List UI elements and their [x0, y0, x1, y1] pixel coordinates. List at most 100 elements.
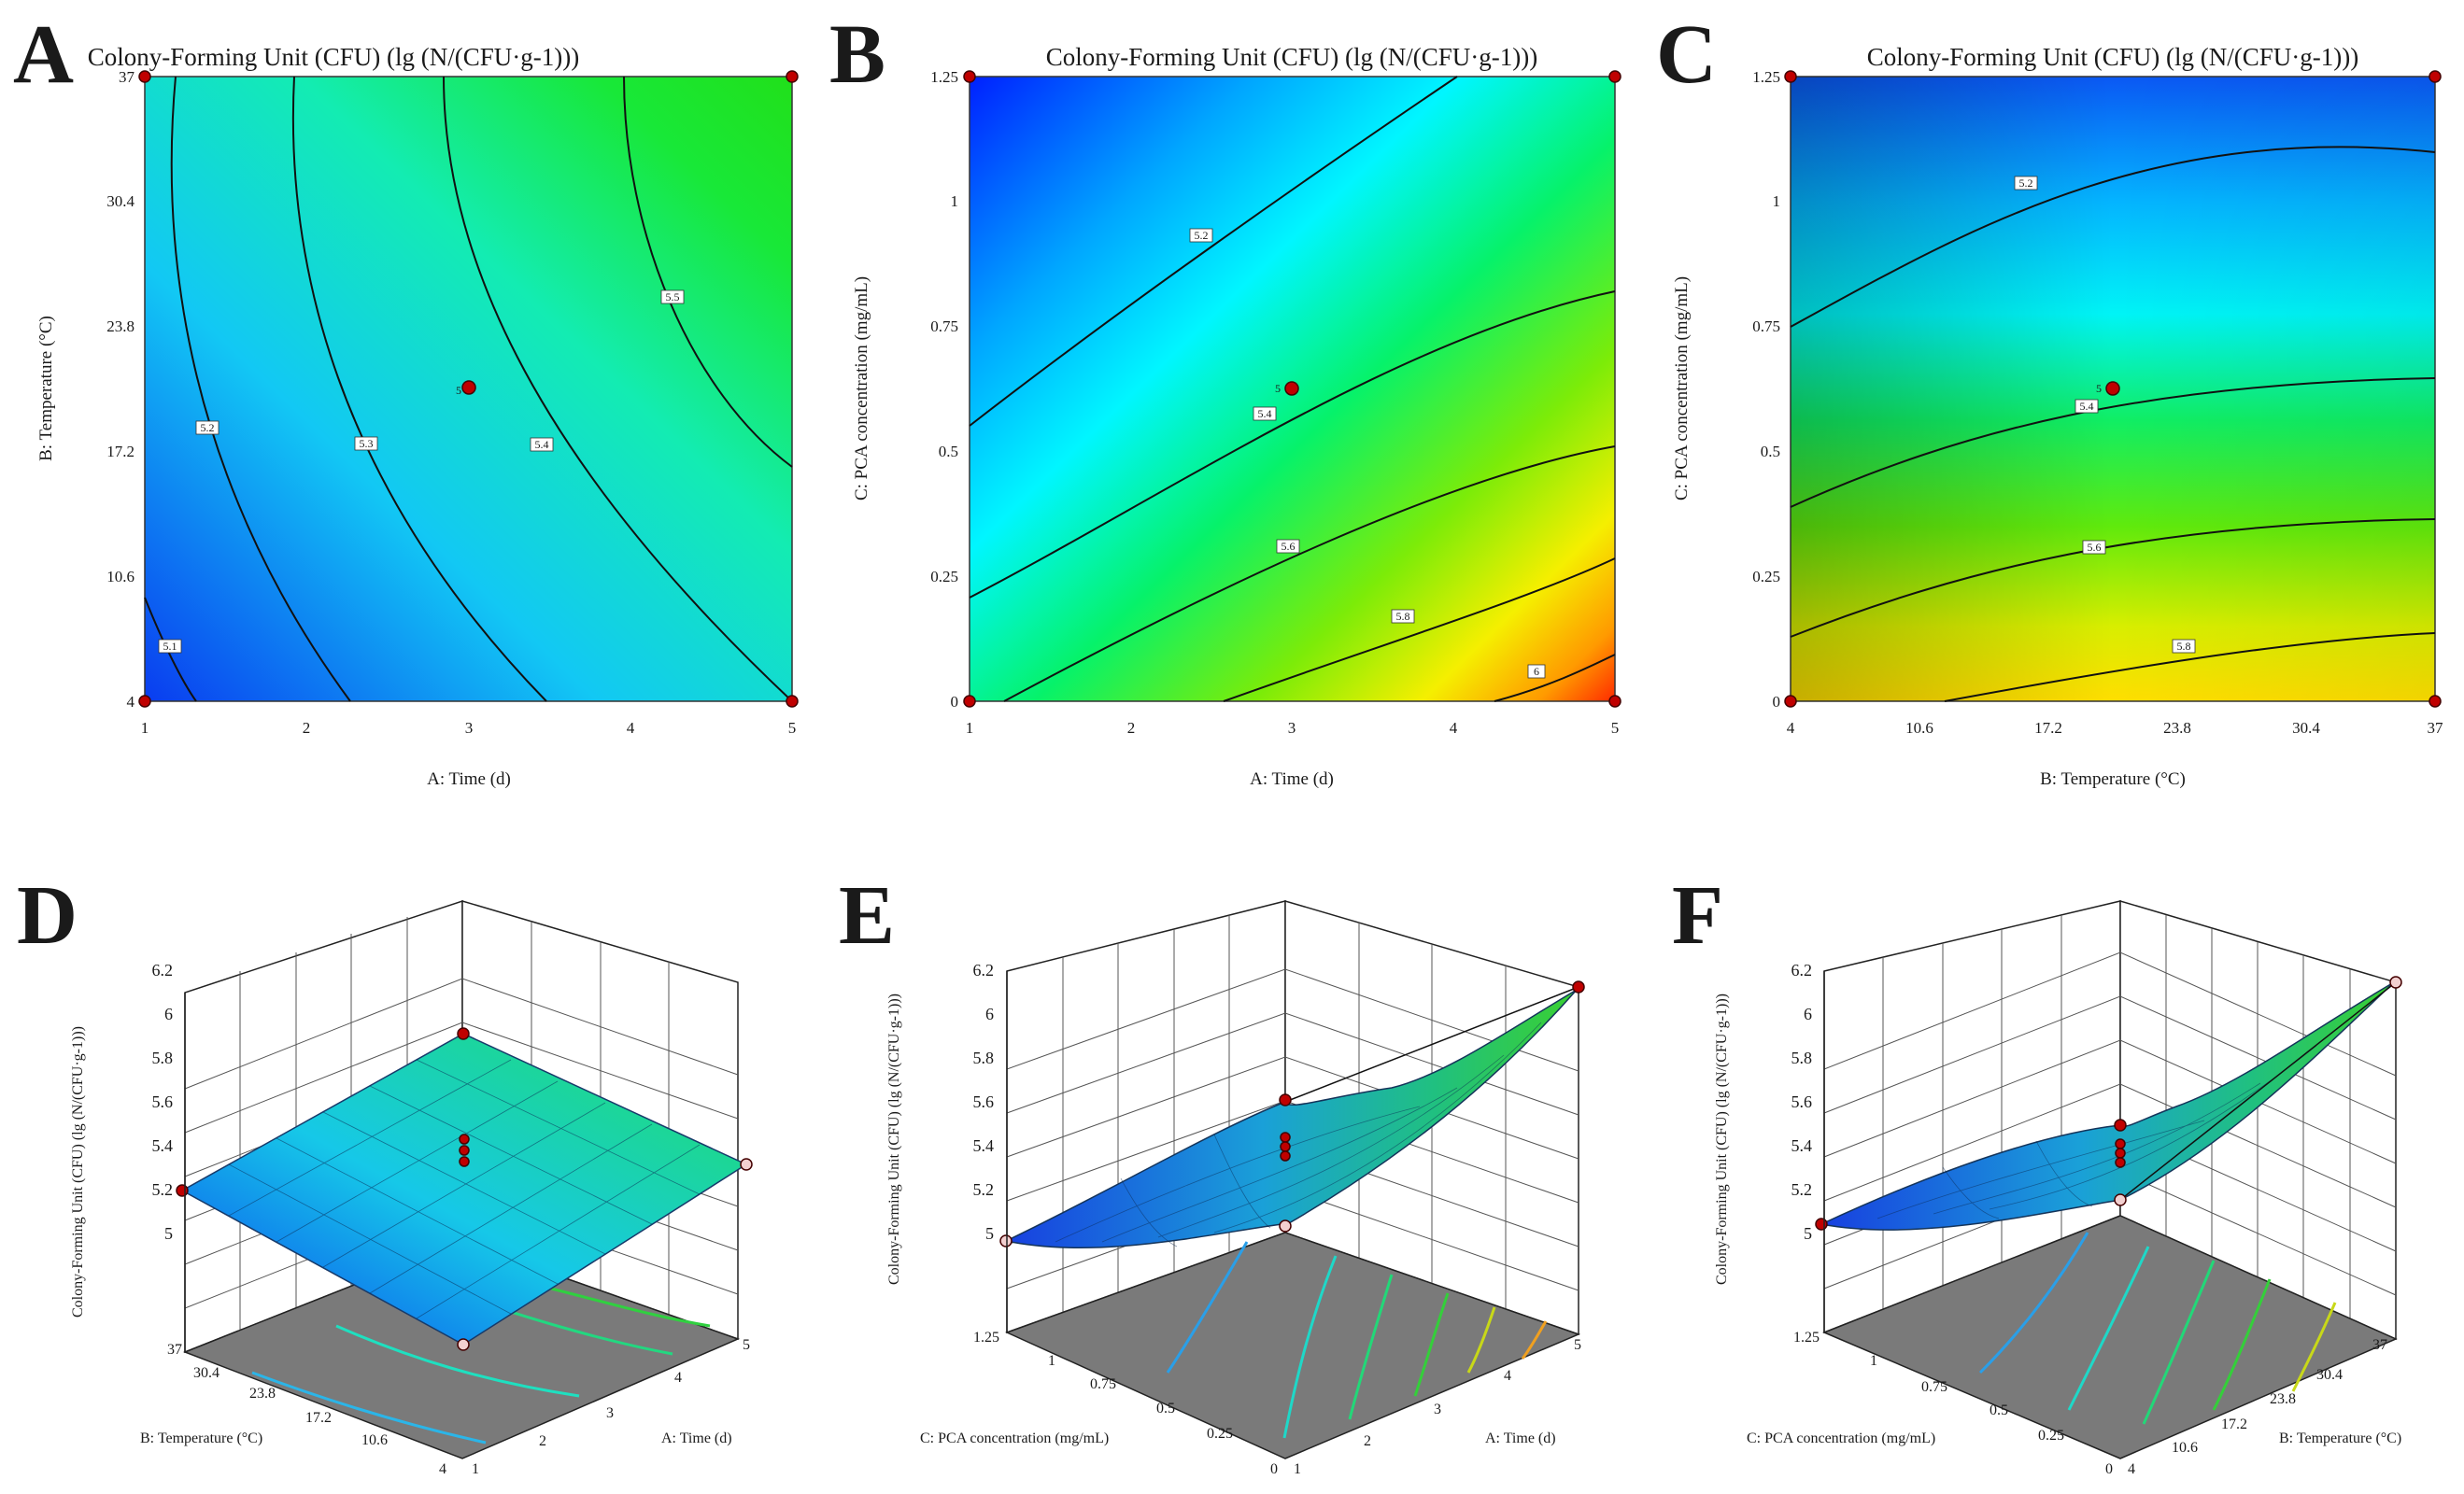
- left-tick-label: 1: [1048, 1353, 1055, 1369]
- right-tick-label: 4: [2128, 1461, 2135, 1477]
- design-point: [963, 695, 976, 708]
- design-point: [176, 1184, 189, 1197]
- design-point: [457, 1027, 470, 1040]
- left-tick-label: 23.8: [249, 1386, 276, 1402]
- design-point: [1279, 1219, 1292, 1233]
- x-tick-label: 3: [1288, 719, 1296, 737]
- design-point: [138, 70, 151, 83]
- left-axis-label: B: Temperature (°C): [140, 1431, 262, 1446]
- left-tick-label: 10.6: [361, 1432, 388, 1448]
- contour-label: 5.4: [2080, 400, 2094, 413]
- response-surface: [1819, 981, 2395, 1231]
- center-point: [2105, 381, 2120, 396]
- design-point: [999, 1234, 1013, 1247]
- z-tick-label: 6.2: [1791, 961, 1813, 980]
- contour-label: 5.2: [2019, 176, 2033, 190]
- x-tick-label: 1: [966, 719, 974, 737]
- x-axis-label: A: Time (d): [1250, 769, 1334, 789]
- z-tick-label: 5.2: [1791, 1180, 1813, 1199]
- x-ticks: 1 2 3 4 5: [141, 719, 797, 737]
- design-point: [1279, 1093, 1292, 1106]
- floor-contour: [2212, 1278, 2272, 1411]
- contour-labels: 5.1 5.2 5.3 5.4 5.5: [158, 289, 685, 654]
- design-points: [999, 980, 1585, 1247]
- right-axis-label: A: Time (d): [1485, 1431, 1556, 1446]
- contour-line: [1003, 445, 1616, 702]
- center-point: [2115, 1157, 2126, 1168]
- left-tick-label: 30.4: [193, 1365, 219, 1381]
- contour-label-box: [2075, 399, 2099, 414]
- contour-line: [170, 76, 351, 702]
- left-tick-label: 0.25: [1207, 1426, 1233, 1442]
- left-tick-label: 0.5: [1156, 1401, 1175, 1416]
- x-axis-label: B: Temperature (°C): [2040, 769, 2186, 789]
- right-tick-label: 10.6: [2172, 1440, 2198, 1456]
- grid-line: [1823, 951, 2397, 1077]
- contour-label: 5.4: [1258, 407, 1272, 420]
- contour-title: Colony-Forming Unit (CFU) (lg (N/(CFU·g-…: [88, 43, 579, 71]
- panel-letter-f: F: [1672, 869, 1723, 962]
- y-ticks: 4 10.6 17.2 23.8 30.4 37: [106, 68, 135, 711]
- x-tick-label: 4: [1787, 719, 1795, 737]
- design-points: [963, 70, 1621, 708]
- y-tick-label: 0: [1773, 693, 1781, 711]
- left-tick-label: 0.5: [1990, 1402, 2008, 1418]
- x-tick-label: 2: [303, 719, 311, 737]
- right-tick-label: 4: [674, 1370, 682, 1386]
- design-point: [138, 695, 151, 708]
- z-axis-label: Colony-Forming Unit (CFU) (lg (N/(CFU·g-…: [70, 1026, 86, 1318]
- design-point: [2389, 976, 2402, 989]
- panel-b: B Colony-Forming Unit (CFU) (lg (N/(CFU·…: [829, 8, 1621, 789]
- contour-label-box: [2172, 639, 2196, 654]
- y-tick-label: 4: [127, 693, 135, 711]
- panel-letter-d: D: [17, 869, 78, 962]
- x-tick-label: 37: [2428, 719, 2444, 737]
- x-tick-label: 1: [141, 719, 149, 737]
- design-point: [1784, 70, 1797, 83]
- right-tick-label: 3: [606, 1405, 614, 1421]
- y-tick-label: 30.4: [106, 192, 135, 210]
- x-axis-label: A: Time (d): [427, 769, 511, 789]
- center-point: [459, 1145, 470, 1156]
- y-tick-label: 0.75: [930, 317, 958, 335]
- floor-contour: [1282, 1255, 1338, 1439]
- contour-line: [1223, 557, 1616, 702]
- z-tick-label: 5: [1804, 1224, 1812, 1243]
- z-tick-label: 5: [985, 1224, 994, 1243]
- floor-contour: [2067, 1246, 2150, 1411]
- grid-line: [1006, 968, 1579, 1072]
- left-tick-label: 37: [167, 1342, 182, 1358]
- contour-label: 5.6: [2088, 541, 2102, 554]
- design-point: [1608, 70, 1621, 83]
- center-point: [1280, 1150, 1291, 1162]
- panel-c: C Colony-Forming Unit (CFU) (lg (N/(CFU·…: [1656, 8, 2443, 789]
- contour-line: [1790, 146, 2436, 328]
- panel-letter-a: A: [13, 8, 74, 101]
- floor-contours: [1978, 1232, 2337, 1425]
- left-axis-ticks: 1.25 1 0.75 0.5 0.25 0: [973, 1330, 1278, 1477]
- x-ticks: 4 10.6 17.2 23.8 30.4 37: [1787, 719, 2443, 737]
- panel-e: E: [839, 869, 1585, 1477]
- panel-a: A Colony-Forming Unit (CFU) (lg (N/(CFU·…: [13, 8, 799, 789]
- contour-label-box: [1276, 539, 1300, 554]
- right-axis-label: B: Temperature (°C): [2279, 1431, 2401, 1446]
- panel-letter-c: C: [1656, 8, 1717, 101]
- contour-label: 5.6: [1282, 540, 1296, 553]
- left-axis-ticks: 1.25 1 0.75 0.5 0.25 0: [1793, 1330, 2113, 1477]
- surface-mesh: [1876, 1045, 2317, 1219]
- contour-label-box: [158, 639, 182, 654]
- floor-contour: [550, 1287, 711, 1328]
- y-tick-label: 1: [951, 192, 959, 210]
- y-tick-label: 0.75: [1752, 317, 1780, 335]
- design-points: [1815, 976, 2402, 1231]
- center-point-label: 5: [1275, 382, 1281, 395]
- design-points: [1784, 70, 2442, 708]
- z-tick-label: 6.2: [152, 961, 174, 980]
- contour-lines: [969, 76, 1616, 702]
- contour-label: 5.8: [1396, 610, 1410, 623]
- contour-label-box: [660, 289, 685, 304]
- x-tick-label: 4: [1450, 719, 1458, 737]
- x-ticks: 1 2 3 4 5: [966, 719, 1620, 737]
- design-points: [138, 70, 799, 708]
- contour-label: 5.3: [360, 437, 374, 450]
